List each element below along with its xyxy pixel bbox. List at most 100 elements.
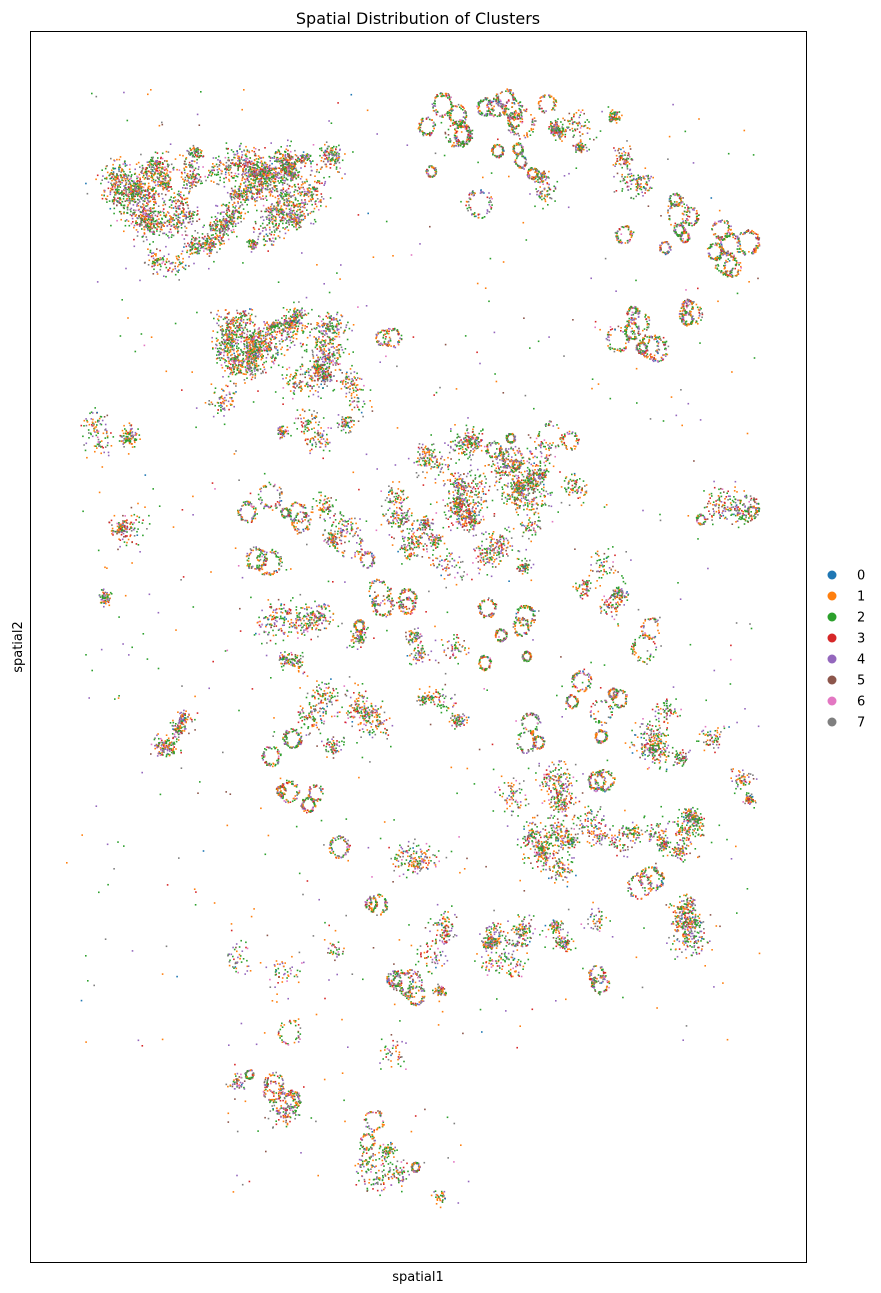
data-point [193,147,195,150]
data-point [272,217,274,220]
data-point [531,168,534,170]
data-point [575,149,577,152]
data-point [260,187,263,190]
data-point [276,151,279,153]
data-point [125,181,128,184]
data-point [236,209,238,212]
data-point [188,256,190,258]
data-point [522,155,524,158]
data-point [144,182,146,185]
data-point [295,155,298,157]
data-point [318,171,320,174]
data-point [170,218,172,220]
data-point [278,210,281,212]
data-point [267,176,270,179]
data-point [341,177,343,180]
data-point [153,268,155,271]
data-point [153,231,155,233]
data-point [272,195,274,197]
data-point [468,127,470,129]
data-point [337,155,340,157]
data-point [194,177,197,180]
data-point [280,180,282,182]
data-point [613,191,616,193]
data-point [288,167,290,169]
data-point [178,256,180,259]
data-point [519,120,522,123]
data-point [138,214,140,217]
data-point [187,150,190,153]
data-point [161,222,163,224]
data-point [145,236,148,238]
data-point [447,93,450,95]
data-point [147,189,149,191]
data-point [233,163,235,165]
data-point [431,119,433,121]
data-point [252,164,254,166]
data-point [122,204,125,207]
data-point [285,195,287,197]
data-point [132,204,135,206]
data-point [227,238,230,241]
data-point [151,159,153,162]
data-point [162,163,164,165]
data-point [156,264,159,267]
data-point [496,96,498,99]
data-point [312,193,315,195]
data-point [236,175,239,178]
data-point [293,166,295,169]
data-point [300,162,303,164]
data-point [302,182,304,185]
data-point [147,190,149,192]
data-point [129,188,131,190]
data-point [249,188,252,191]
data-point [133,185,135,187]
data-point [179,202,182,205]
data-point [110,172,113,175]
data-point [265,208,268,210]
data-point [455,131,458,134]
data-point [145,212,147,214]
data-point [101,197,104,200]
data-point [478,213,481,216]
data-point [190,149,193,151]
data-point [161,193,163,195]
data-point [291,212,293,214]
data-point [232,225,234,228]
data-point [149,243,151,246]
data-point [637,186,639,189]
data-point [129,183,132,186]
data-point [157,181,159,183]
data-point [300,175,303,178]
data-point [125,219,128,221]
data-point [139,217,142,220]
data-point [199,149,201,151]
data-point [216,217,218,220]
data-point [158,169,161,172]
data-point [165,150,168,153]
data-point [484,114,487,116]
data-point [458,141,460,143]
data-point [428,175,430,178]
data-point [199,182,202,185]
data-point [136,185,139,187]
data-point [315,171,318,173]
data-point [184,163,186,166]
data-point [175,255,178,258]
data-point [508,89,511,91]
data-point [338,144,340,147]
data-point [149,208,152,210]
data-point [495,93,498,96]
data-point [644,183,647,185]
data-point [123,174,125,177]
data-point [431,176,434,178]
data-point [286,158,288,161]
data-point [490,201,492,203]
data-point [274,237,277,240]
data-point [181,234,184,236]
data-point [286,163,289,166]
data-point [198,166,200,168]
data-point [289,150,292,153]
data-point [508,118,511,121]
data-point [294,171,296,174]
